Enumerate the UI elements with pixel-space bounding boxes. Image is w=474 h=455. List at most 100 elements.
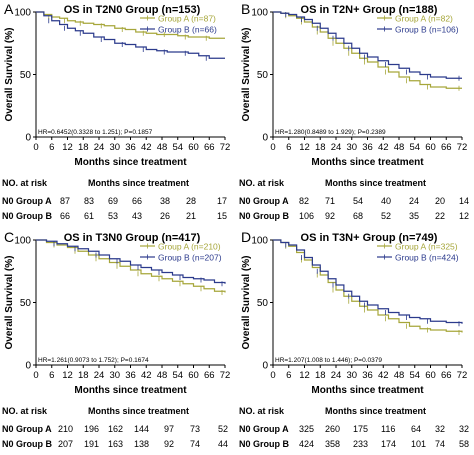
risk-value: 15: [217, 211, 228, 221]
risk-value: 97: [164, 424, 175, 434]
x-tick-label: 36: [362, 142, 373, 153]
risk-title: NO. at risk: [2, 178, 48, 188]
chart-title: OS in T3N+ Group (n=749): [301, 232, 438, 244]
x-tick-label: 42: [378, 142, 389, 153]
risk-row-label: N0 Group A: [2, 424, 52, 434]
risk-value: 61: [84, 211, 95, 221]
survival-curve-group-b: [273, 11, 462, 79]
risk-value: 191: [84, 439, 100, 449]
risk-value: 32: [435, 424, 446, 434]
panel-d: D OS in T3N+ Group (n=749) 0 50 100 0 6 12 18 24 3…: [237, 228, 474, 455]
risk-value: 14: [459, 196, 470, 206]
y-tick-label: 50: [257, 70, 269, 81]
survival-curve-group-a: [36, 239, 226, 293]
x-tick-label: 30: [346, 142, 357, 153]
hr-annotation: HR=1.280(0.8489 to 1.929); P=0.2389: [275, 129, 386, 136]
x-tick-label: 36: [125, 370, 136, 381]
y-tick-label: 100: [251, 8, 268, 19]
risk-value: 116: [381, 424, 396, 434]
x-tick-label: 24: [94, 142, 105, 153]
risk-value: 82: [299, 196, 310, 206]
x-tick-label: 0: [270, 370, 275, 381]
y-axis-label: Overall Survival (%): [241, 28, 252, 122]
risk-value: 210: [58, 424, 74, 434]
risk-value: 66: [132, 196, 143, 206]
risk-value: 24: [409, 196, 420, 206]
legend-label: Group B (n=66): [158, 25, 217, 35]
x-tick-label: 66: [441, 142, 452, 153]
legend-label: Group B (n=106): [395, 25, 459, 35]
risk-value: 73: [190, 424, 201, 434]
x-tick-label: 42: [141, 370, 152, 381]
risk-value: 83: [84, 196, 95, 206]
risk-value: 52: [381, 211, 392, 221]
risk-value: 144: [134, 424, 150, 434]
risk-value: 44: [218, 439, 229, 449]
risk-value: 74: [190, 439, 201, 449]
hr-annotation: HR=0.6452(0.3328 to 1.251); P=0.1857: [38, 129, 153, 136]
risk-value: 53: [108, 211, 119, 221]
x-tick-label: 18: [78, 142, 89, 153]
y-axis-label: Overall Survival (%): [4, 28, 15, 122]
risk-value: 358: [325, 439, 341, 449]
x-tick-label: 6: [49, 142, 54, 153]
x-tick-label: 66: [204, 142, 215, 153]
y-tick-label: 50: [20, 70, 32, 81]
risk-value: 52: [218, 424, 229, 434]
panel-letter: C: [4, 229, 14, 245]
risk-value: 138: [134, 439, 150, 449]
risk-header: Months since treatment: [88, 178, 190, 188]
y-tick-label: 0: [262, 361, 268, 372]
x-tick-label: 72: [457, 142, 468, 153]
x-tick-label: 54: [172, 142, 183, 153]
risk-value: 74: [435, 439, 446, 449]
x-tick-label: 6: [286, 142, 291, 153]
legend-label: Group A (n=82): [395, 14, 453, 24]
risk-value: 17: [217, 196, 228, 206]
x-tick-label: 48: [157, 142, 168, 153]
y-tick-label: 100: [251, 236, 268, 247]
legend-label: Group A (n=210): [158, 242, 221, 252]
risk-header: Months since treatment: [325, 406, 427, 416]
risk-row-label: N0 Group A: [239, 196, 289, 206]
x-tick-label: 36: [362, 370, 373, 381]
x-tick-label: 60: [188, 142, 199, 153]
x-tick-label: 42: [378, 370, 389, 381]
survival-curve-group-a: [36, 11, 225, 39]
y-tick-label: 50: [257, 298, 269, 309]
risk-title: NO. at risk: [239, 178, 285, 188]
x-tick-label: 12: [62, 142, 73, 153]
risk-value: 325: [299, 424, 315, 434]
risk-value: 26: [160, 211, 171, 221]
x-tick-label: 60: [188, 370, 199, 381]
panel-letter: D: [241, 229, 251, 245]
risk-value: 22: [435, 211, 446, 221]
x-tick-label: 60: [425, 142, 436, 153]
risk-row-label: N0 Group A: [239, 424, 289, 434]
panel-letter: B: [241, 1, 250, 17]
x-tick-label: 54: [409, 370, 420, 381]
risk-value: 175: [353, 424, 369, 434]
risk-value: 174: [381, 439, 397, 449]
risk-value: 58: [459, 439, 470, 449]
survival-curve-group-a: [273, 11, 462, 89]
x-tick-label: 24: [331, 370, 342, 381]
risk-value: 163: [108, 439, 124, 449]
risk-value: 196: [84, 424, 100, 434]
legend-label: Group A (n=325): [395, 242, 458, 252]
risk-value: 101: [411, 439, 427, 449]
risk-value: 92: [325, 211, 336, 221]
x-axis-label: Months since treatment: [311, 385, 424, 396]
risk-title: NO. at risk: [239, 406, 285, 416]
risk-value: 260: [325, 424, 341, 434]
panel-letter: A: [4, 1, 14, 17]
hr-annotation: HR=1.207(1.008 to 1.446); P=0.0379: [275, 357, 382, 364]
x-tick-label: 48: [157, 370, 168, 381]
risk-value: 38: [160, 196, 171, 206]
survival-curve-group-b: [273, 239, 463, 324]
x-tick-label: 54: [409, 142, 420, 153]
